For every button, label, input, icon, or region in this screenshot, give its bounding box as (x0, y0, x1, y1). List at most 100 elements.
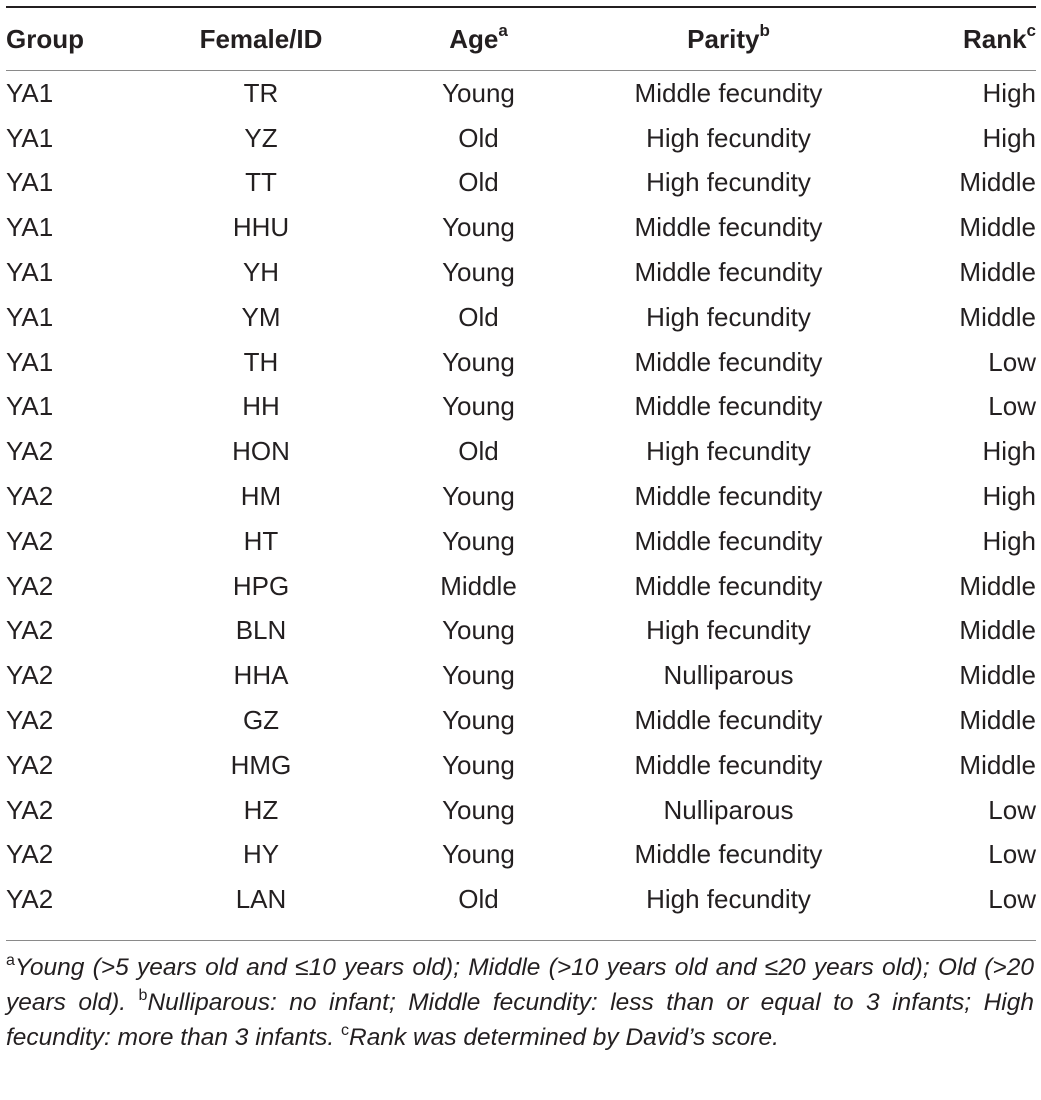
table-row: YA2 HPG Middle Middle fecundity Middle (6, 564, 1036, 609)
cell-group: YA1 (6, 167, 54, 198)
header-row: Group Female/ID Agea Parityb Rankc (6, 7, 1036, 71)
cell-female-id: LAN (235, 884, 287, 915)
data-table: Group Female/ID Agea Parityb Rankc YA1 TR… (6, 6, 1036, 924)
cell-parity: High fecundity (646, 167, 811, 198)
cell-age: Young (442, 257, 515, 288)
table-row: YA1 TR Young Middle fecundity High (6, 71, 1036, 116)
cell-rank: High (982, 436, 1036, 467)
cell-parity: Middle fecundity (634, 391, 823, 422)
cell-age: Old (458, 884, 499, 915)
table-row: YA1 HHU Young Middle fecundity Middle (6, 205, 1036, 250)
table-row: YA2 BLN Young High fecundity Middle (6, 609, 1036, 654)
table-row: YA2 LAN Old High fecundity Low (6, 877, 1036, 924)
table-row: YA1 TH Young Middle fecundity Low (6, 340, 1036, 385)
cell-age: Young (442, 77, 515, 108)
table-header: Group Female/ID Agea Parityb Rankc (6, 7, 1036, 71)
cell-rank: High (982, 481, 1036, 512)
cell-rank: Middle (959, 660, 1036, 691)
cell-group: YA1 (6, 212, 54, 243)
cell-age: Young (442, 212, 515, 243)
table-row: YA1 YH Young Middle fecundity Middle (6, 250, 1036, 295)
cell-female-id: TT (245, 167, 277, 198)
header-parity: Parityb (687, 20, 770, 54)
cell-group: YA2 (6, 570, 54, 601)
cell-parity: Middle fecundity (634, 749, 823, 780)
cell-rank: Low (988, 391, 1036, 422)
cell-parity: Middle fecundity (634, 570, 823, 601)
footnote-mark-c: c (1026, 20, 1036, 40)
cell-rank: Middle (959, 301, 1036, 332)
cell-parity: High fecundity (646, 436, 811, 467)
cell-rank: Middle (959, 167, 1036, 198)
cell-age: Young (442, 481, 515, 512)
cell-age: Young (442, 346, 515, 377)
cell-parity: Middle fecundity (634, 481, 823, 512)
cell-group: YA2 (6, 839, 54, 870)
cell-age: Old (458, 122, 499, 153)
cell-female-id: HY (242, 839, 280, 870)
table-body: YA1 TR Young Middle fecundity High YA1 YZ Old Hi… (6, 71, 1036, 925)
cell-group: YA2 (6, 481, 54, 512)
footnote-mark-a: a (498, 20, 508, 40)
cell-parity: Middle fecundity (634, 705, 823, 736)
table-row: YA2 HMG Young Middle fecundity Middle (6, 743, 1036, 788)
cell-group: YA2 (6, 525, 54, 556)
cell-female-id: HHA (233, 660, 289, 691)
cell-female-id: YM (241, 301, 281, 332)
cell-rank: Middle (959, 749, 1036, 780)
cell-group: YA1 (6, 122, 54, 153)
cell-rank: High (982, 525, 1036, 556)
header-female-id: Female/ID (199, 23, 323, 54)
cell-parity: Middle fecundity (634, 212, 823, 243)
cell-rank: High (982, 122, 1036, 153)
cell-rank: Low (988, 884, 1036, 915)
cell-parity: High fecundity (646, 301, 811, 332)
cell-female-id: HT (243, 525, 279, 556)
footnote-c-mark: c (341, 1021, 350, 1039)
cell-parity: High fecundity (646, 615, 811, 646)
header-rank: Rankc (962, 20, 1036, 54)
cell-rank: Low (988, 794, 1036, 825)
cell-female-id: GZ (242, 705, 280, 736)
cell-parity: Middle fecundity (634, 525, 823, 556)
cell-group: YA2 (6, 884, 54, 915)
cell-age: Old (458, 436, 499, 467)
cell-parity: High fecundity (646, 122, 811, 153)
cell-group: YA2 (6, 749, 54, 780)
cell-group: YA1 (6, 301, 54, 332)
cell-rank: Low (988, 346, 1036, 377)
cell-age: Young (442, 391, 515, 422)
cell-age: Middle (440, 570, 517, 601)
table-row: YA1 HH Young Middle fecundity Low (6, 385, 1036, 430)
table-row: YA2 HT Young Middle fecundity High (6, 519, 1036, 564)
cell-age: Young (442, 839, 515, 870)
cell-group: YA2 (6, 794, 54, 825)
cell-female-id: HM (240, 481, 282, 512)
header-group: Group (6, 23, 84, 54)
cell-parity: High fecundity (646, 884, 811, 915)
cell-female-id: TR (243, 77, 279, 108)
cell-parity: Middle fecundity (634, 346, 823, 377)
cell-rank: High (982, 77, 1036, 108)
footnote-a-mark: a (6, 951, 15, 969)
footnote-b-text: Nulliparous: no infant; Middle fecundity… (6, 989, 1034, 1051)
cell-female-id: HH (242, 391, 280, 422)
cell-group: YA2 (6, 660, 54, 691)
table-row: YA2 HM Young Middle fecundity High (6, 474, 1036, 519)
cell-female-id: YH (242, 257, 280, 288)
cell-age: Old (458, 301, 499, 332)
cell-rank: Middle (959, 570, 1036, 601)
cell-rank: Middle (959, 705, 1036, 736)
cell-rank: Low (988, 839, 1036, 870)
footnote-b-mark: b (138, 986, 148, 1004)
cell-age: Old (458, 167, 499, 198)
cell-parity: Nulliparous (663, 660, 794, 691)
table-row: YA2 HHA Young Nulliparous Middle (6, 653, 1036, 698)
table-bottom-rule (6, 940, 1036, 941)
cell-age: Young (442, 794, 515, 825)
table-row: YA2 HZ Young Nulliparous Low (6, 788, 1036, 833)
cell-rank: Middle (959, 212, 1036, 243)
cell-female-id: YZ (244, 122, 278, 153)
cell-female-id: TH (243, 346, 279, 377)
